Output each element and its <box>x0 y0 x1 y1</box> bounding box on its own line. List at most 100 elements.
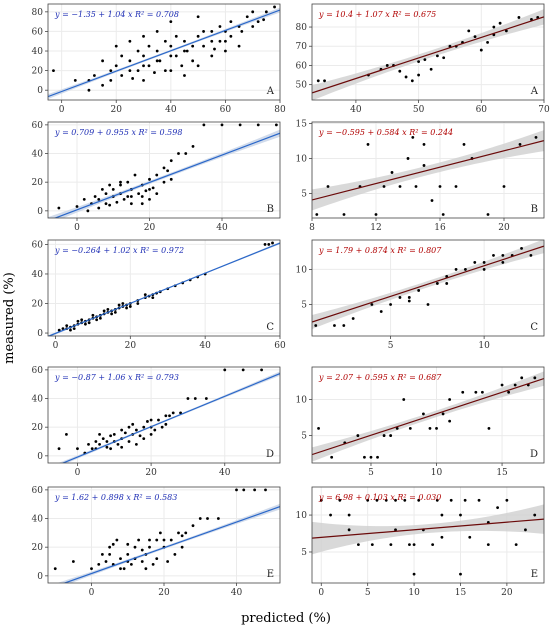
data-point <box>534 136 538 139</box>
data-point <box>109 447 113 451</box>
regression-line <box>48 242 280 336</box>
data-point <box>120 54 124 58</box>
data-point <box>148 197 151 201</box>
data-point <box>155 538 159 542</box>
data-point <box>486 213 490 216</box>
data-point <box>394 528 397 532</box>
data-point <box>403 498 407 502</box>
data-point <box>95 318 99 322</box>
regression-equation: y = 6.98 + 0.103 x R² = 0.030 <box>318 493 441 502</box>
data-point <box>183 74 186 77</box>
y-tick-label: 50 <box>296 81 308 91</box>
data-point <box>127 425 131 429</box>
data-point <box>84 322 87 326</box>
panel-d-right: 5 10 15 5 10 y = 2.07 + 0.595 x R² = 0.687 D <box>296 366 545 478</box>
data-point <box>448 398 452 401</box>
data-point <box>155 192 159 196</box>
data-point <box>436 54 439 58</box>
data-point <box>61 327 65 331</box>
data-point <box>90 447 94 451</box>
data-point <box>129 562 133 566</box>
data-point <box>87 442 90 446</box>
data-point <box>179 411 182 415</box>
regression-line <box>312 16 544 94</box>
data-point <box>110 312 114 316</box>
data-point <box>193 397 197 400</box>
data-point <box>389 543 393 546</box>
panel-letter: E <box>531 569 538 580</box>
data-point <box>356 434 360 437</box>
regression-equation: y = −0.264 + 1.02 x R² = 0.972 <box>54 246 184 255</box>
x-tick-label: 10 <box>408 588 420 598</box>
data-point <box>109 434 113 438</box>
data-point <box>370 543 374 546</box>
data-point <box>461 390 465 394</box>
data-point <box>169 177 173 181</box>
panel-letter: B <box>267 204 274 215</box>
data-point <box>196 15 200 19</box>
data-point <box>90 567 93 571</box>
data-point <box>129 195 133 198</box>
data-point <box>422 143 426 146</box>
regression-equation: y = −0.595 + 0.584 x R² = 0.244 <box>318 128 453 137</box>
confidence-band <box>312 504 544 555</box>
data-point <box>412 543 416 546</box>
data-point <box>184 152 188 155</box>
data-point <box>160 425 164 429</box>
data-point <box>87 321 91 325</box>
data-point <box>533 376 537 380</box>
panel-d-left-plot-content <box>57 368 280 463</box>
panel-a-left: 0 20 40 60 80 0 20 40 60 80 y = −1.35 + 1.04 x R² … <box>32 3 286 115</box>
data-point <box>398 296 402 299</box>
panel-letter: A <box>266 86 275 97</box>
data-point <box>126 195 130 198</box>
data-point <box>213 47 216 51</box>
data-point <box>414 185 418 188</box>
data-point <box>474 390 478 394</box>
data-point <box>454 185 458 188</box>
data-point <box>153 428 157 432</box>
y-tick-label: 80 <box>296 23 308 33</box>
data-point <box>149 418 153 422</box>
data-point <box>158 59 162 63</box>
data-point <box>57 447 61 451</box>
data-point <box>517 16 521 19</box>
data-point <box>126 552 130 556</box>
data-point <box>108 552 112 556</box>
data-point <box>402 398 406 401</box>
data-point <box>137 538 141 542</box>
x-tick-label: 70 <box>538 105 550 115</box>
data-point <box>389 303 392 306</box>
x-tick-label: 20 <box>498 223 510 233</box>
x-tick-label: 20 <box>111 105 123 115</box>
panel-d-left-plot-area <box>48 367 280 463</box>
data-point <box>533 513 537 517</box>
data-point <box>102 309 106 313</box>
data-point <box>108 545 112 549</box>
data-point <box>500 383 504 387</box>
data-point <box>496 506 499 510</box>
data-point <box>241 368 245 372</box>
panel-c-right-frame <box>311 239 545 337</box>
data-point <box>514 543 518 546</box>
x-tick-label: 12 <box>370 223 381 233</box>
panel-a-right-frame <box>311 3 545 101</box>
data-point <box>435 498 439 502</box>
regression-line <box>48 9 280 98</box>
data-point <box>224 49 227 53</box>
data-point <box>206 517 209 520</box>
data-point <box>338 498 342 502</box>
data-point <box>389 434 393 437</box>
data-point <box>253 488 257 492</box>
data-point <box>468 535 472 539</box>
data-point <box>220 123 224 127</box>
panel-c-left-plot-area <box>48 240 280 336</box>
data-point <box>148 545 151 549</box>
data-point <box>97 206 101 210</box>
data-point <box>129 202 133 206</box>
x-tick-label: 40 <box>231 588 243 598</box>
data-point <box>229 20 233 24</box>
data-point <box>162 166 166 170</box>
x-tick-label: 10 <box>478 341 490 351</box>
y-tick-label: 70 <box>296 42 308 52</box>
